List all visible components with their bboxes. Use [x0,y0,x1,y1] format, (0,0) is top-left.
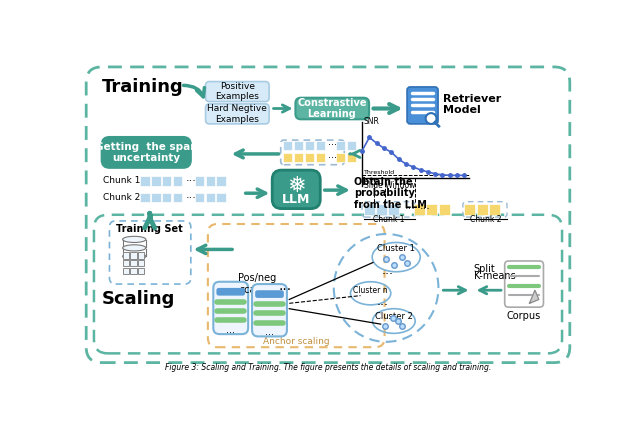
FancyBboxPatch shape [252,284,287,336]
Text: Chunk 2: Chunk 2 [103,193,141,202]
Ellipse shape [123,236,146,242]
Bar [426,204,437,215]
Bar [347,141,356,150]
Text: Positive
Examples: Positive Examples [216,82,259,101]
Text: Cluster n: Cluster n [353,286,388,295]
Text: Training Set: Training Set [116,224,183,234]
Bar [173,193,182,203]
Bar [294,141,303,150]
Text: Hard Negtive
Examples: Hard Negtive Examples [207,104,268,124]
Bar [364,204,374,215]
Bar [388,204,399,215]
Bar [316,141,325,150]
FancyBboxPatch shape [296,98,369,119]
Text: Chunk 1: Chunk 1 [103,176,141,185]
Bar [131,260,136,266]
Bar [414,204,425,215]
Bar [216,176,226,186]
Text: LLM: LLM [282,193,310,206]
Bar [283,153,292,162]
Text: K-means: K-means [474,272,515,281]
Bar [151,176,161,186]
FancyBboxPatch shape [205,82,269,102]
Bar [347,153,356,162]
Bar [138,268,145,274]
Text: ...: ... [404,201,415,212]
Bar [205,193,215,203]
Bar [195,193,204,203]
FancyBboxPatch shape [102,137,191,168]
Text: ...: ... [264,327,274,337]
Bar [477,204,488,215]
Bar [123,260,129,266]
Text: Pos/neg
scaling: Pos/neg scaling [237,273,276,295]
Bar [195,176,204,186]
Text: Chunk 2: Chunk 2 [470,215,502,225]
Bar [162,176,172,186]
Text: ...: ... [279,279,292,293]
FancyBboxPatch shape [255,290,284,298]
Text: Anchor scaling: Anchor scaling [263,337,330,346]
Bar [123,253,129,258]
Text: Constrastive
Learning: Constrastive Learning [297,98,367,119]
Bar [140,193,150,203]
Bar [173,176,182,186]
Bar [205,176,215,186]
FancyBboxPatch shape [213,282,248,334]
Text: Figure 3: Scaling and Training. The figure presents the details of scaling and t: Figure 3: Scaling and Training. The figu… [165,363,491,372]
Bar [138,253,145,258]
Text: Threshold: Threshold [364,170,395,175]
Bar [131,253,136,258]
Text: ...: ... [381,264,394,277]
Circle shape [426,113,436,124]
Text: Corpus: Corpus [506,311,540,321]
Bar [336,153,345,162]
Text: ...: ... [419,201,430,212]
FancyBboxPatch shape [272,170,320,209]
Text: ...: ... [328,137,337,148]
Text: Obtain the
probability
from the LLM: Obtain the probability from the LLM [355,177,428,210]
Text: ...: ... [376,295,388,308]
Text: Chunk 1: Chunk 1 [374,215,405,225]
FancyBboxPatch shape [505,261,543,307]
FancyBboxPatch shape [205,104,269,124]
Text: Retriever
Model: Retriever Model [443,94,501,115]
Text: Cluster 2: Cluster 2 [375,312,413,321]
FancyBboxPatch shape [216,288,245,296]
Bar [140,176,150,186]
Ellipse shape [123,253,146,259]
Bar [305,153,314,162]
Bar [162,193,172,203]
Text: Slide Window: Slide Window [364,181,415,190]
Text: ❅: ❅ [287,176,305,195]
Bar [489,204,500,215]
Text: Cluster 1: Cluster 1 [377,244,415,253]
FancyBboxPatch shape [407,87,438,124]
Text: Split: Split [474,264,495,274]
Bar [123,268,129,274]
Text: ...: ... [328,150,337,160]
Text: ...: ... [186,190,196,200]
Bar [138,260,145,266]
Bar [151,193,161,203]
Bar [465,204,476,215]
Bar [376,204,387,215]
Text: Scaling: Scaling [102,291,175,308]
Bar [305,141,314,150]
Text: Getting  the span
uncertainty: Getting the span uncertainty [95,142,197,163]
Bar [131,268,136,274]
Bar [283,141,292,150]
Bar [439,204,450,215]
Bar [316,153,325,162]
Bar [336,141,345,150]
Text: SNR: SNR [364,117,380,126]
Bar [294,153,303,162]
Text: ...: ... [226,324,235,335]
Ellipse shape [123,245,146,251]
Polygon shape [529,290,539,303]
Text: ...: ... [186,173,196,183]
Text: Training: Training [102,78,184,96]
Bar [216,193,226,203]
